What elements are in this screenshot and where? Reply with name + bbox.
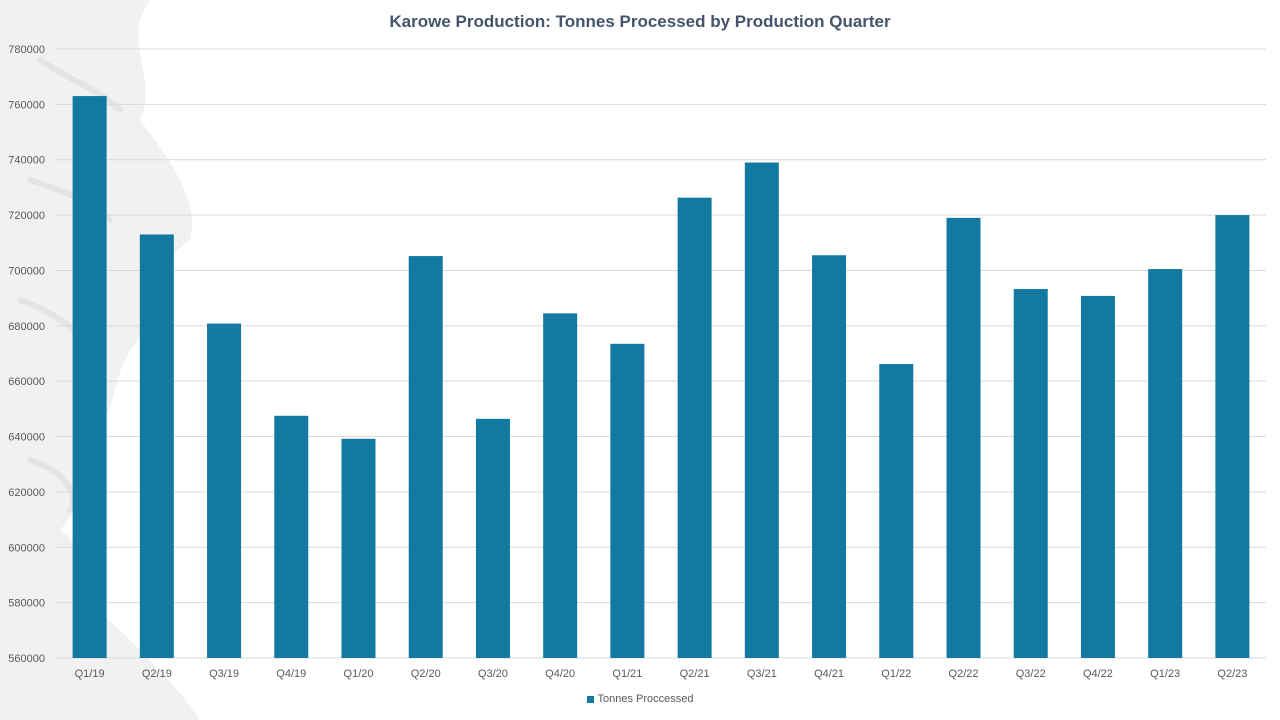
bar	[72, 96, 107, 659]
bar	[812, 255, 847, 658]
bar	[341, 438, 376, 658]
chart-title: Karowe Production: Tonnes Processed by P…	[389, 12, 891, 31]
bar	[274, 415, 309, 658]
x-tick-label: Q3/21	[747, 668, 777, 680]
bar	[879, 364, 914, 658]
x-tick-label: Q1/22	[881, 668, 911, 680]
bar	[1080, 295, 1115, 658]
x-tick-label: Q2/23	[1217, 668, 1247, 680]
x-tick-label: Q4/20	[545, 668, 575, 680]
x-tick-label: Q4/22	[1083, 668, 1113, 680]
y-tick-label: 720000	[8, 210, 45, 222]
y-tick-label: 680000	[8, 321, 45, 333]
y-tick-label: 580000	[8, 598, 45, 610]
bar	[946, 217, 981, 659]
y-tick-label: 760000	[8, 99, 45, 111]
bar	[475, 418, 510, 658]
x-tick-label: Q3/19	[209, 668, 239, 680]
y-axis-tick-labels: 560000 580000 600000 620000 640000 660000 6800…	[8, 44, 45, 665]
y-tick-label: 740000	[8, 155, 45, 167]
bar	[1215, 215, 1250, 658]
gridlines	[56, 48, 1266, 659]
x-tick-label: Q3/20	[478, 668, 508, 680]
bar	[207, 323, 242, 658]
x-tick-label: Q1/20	[344, 668, 374, 680]
bar	[1013, 289, 1048, 658]
x-tick-label: Q2/19	[142, 668, 172, 680]
x-tick-label: Q4/19	[276, 668, 306, 680]
bar	[677, 197, 712, 658]
x-tick-label: Q2/21	[680, 668, 710, 680]
y-tick-label: 640000	[8, 432, 45, 444]
legend: Tonnes Proccessed	[0, 693, 1280, 705]
y-tick-label: 620000	[8, 487, 45, 499]
x-tick-label: Q2/22	[949, 668, 979, 680]
y-tick-label: 780000	[8, 44, 45, 56]
bar	[543, 313, 578, 658]
bar	[408, 256, 443, 658]
x-tick-label: Q2/20	[411, 668, 441, 680]
bar	[744, 162, 779, 658]
x-tick-label: Q1/23	[1150, 668, 1180, 680]
y-tick-label: 560000	[8, 653, 45, 665]
bar	[610, 343, 645, 658]
x-tick-label: Q1/19	[75, 668, 105, 680]
x-tick-label: Q3/22	[1016, 668, 1046, 680]
x-tick-label: Q4/21	[814, 668, 844, 680]
y-tick-label: 700000	[8, 265, 45, 277]
x-tick-label: Q1/21	[612, 668, 642, 680]
legend-label: Tonnes Proccessed	[597, 693, 694, 706]
bar	[139, 234, 174, 658]
bar	[1148, 269, 1183, 658]
y-tick-label: 660000	[8, 376, 45, 388]
x-axis-tick-labels: Q1/19 Q2/19 Q3/19 Q4/19 Q1/20 Q2/20 Q3/20 Q4/20…	[75, 668, 1248, 680]
legend-swatch	[586, 695, 594, 703]
bars	[72, 96, 1250, 659]
y-tick-label: 600000	[8, 542, 45, 554]
